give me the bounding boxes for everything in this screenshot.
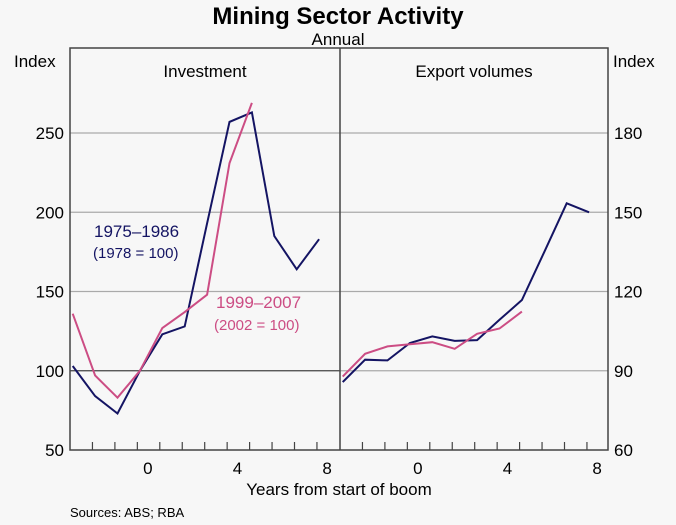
right-axis-unit: Index: [613, 52, 655, 71]
left-axis-unit: Index: [14, 52, 56, 71]
x-tick-label: 4: [503, 459, 512, 478]
panel-title-export: Export volumes: [415, 62, 533, 81]
series-line-1975-1986: [341, 202, 590, 383]
plot-frame: [69, 47, 609, 451]
legend-1975-base: (1978 = 100): [93, 245, 179, 262]
y-tick-label: 60: [614, 441, 633, 460]
y-tick-label: 150: [614, 203, 642, 222]
x-axis-label: Years from start of boom: [246, 480, 432, 499]
series-line-1999-2007: [71, 102, 253, 400]
x-tick-label: 0: [143, 459, 152, 478]
x-tick-label: 8: [322, 459, 331, 478]
y-tick-label: 200: [36, 203, 64, 222]
series-line-1975-1986: [71, 110, 320, 416]
legend-1999: 1999–2007: [216, 293, 302, 312]
y-tick-label: 90: [614, 362, 633, 381]
chart-subtitle: Annual: [311, 30, 365, 49]
series-line-1999-2007: [341, 310, 523, 378]
y-tick-label: 100: [36, 362, 64, 381]
x-tick-label: 4: [233, 459, 242, 478]
source-note: Sources: ABS; RBA: [70, 505, 185, 520]
panel-title-investment: Investment: [163, 62, 247, 81]
y-tick-label: 150: [36, 283, 64, 302]
y-tick-label: 180: [614, 124, 642, 143]
y-tick-label: 250: [36, 124, 64, 143]
x-tick-label: 0: [413, 459, 422, 478]
x-tick-label: 8: [592, 459, 601, 478]
legend-1975: 1975–1986: [94, 222, 180, 241]
chart-title: Mining Sector Activity: [212, 3, 464, 30]
legend-1999-base: (2002 = 100): [214, 317, 300, 334]
y-tick-label: 50: [45, 441, 64, 460]
y-tick-label: 120: [614, 283, 642, 302]
